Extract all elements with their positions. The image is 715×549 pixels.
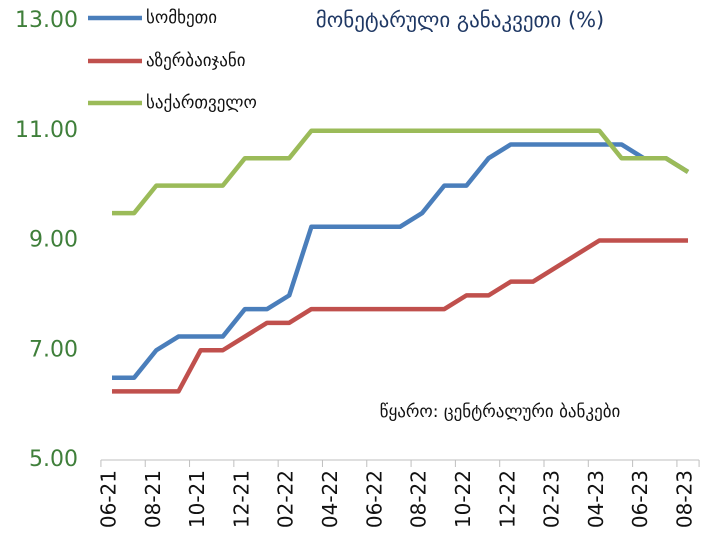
y-tick-label: 9.00 (29, 228, 78, 253)
x-tick-label: 08-22 (407, 470, 431, 528)
series-line (112, 142, 690, 380)
x-tick-label: 02-23 (540, 470, 564, 528)
x-tick-label: 10-21 (185, 470, 209, 528)
x-tick-label: 12-21 (229, 470, 253, 528)
x-tick-label: 10-22 (451, 470, 475, 528)
x-tick-label: 04-23 (584, 470, 608, 528)
x-tick-label: 02-22 (274, 470, 298, 528)
y-tick-label: 13.00 (15, 8, 78, 33)
chart-title: მონეტარული განაკვეთი (%) (316, 8, 604, 32)
x-tick-label: 04-22 (318, 470, 342, 528)
y-tick-label: 11.00 (15, 118, 78, 143)
annotation: წყარო: ცენტრალური ბანკები (380, 402, 621, 422)
x-tick-label: 06-23 (628, 470, 652, 528)
y-tick-label: 7.00 (29, 337, 78, 362)
x-tick-label: 12-22 (495, 470, 519, 528)
series-line (112, 128, 690, 216)
x-tick-label: 08-21 (141, 470, 165, 528)
y-tick-label: 5.00 (29, 447, 78, 472)
legend-label: აზერბაიჯანი (146, 51, 246, 71)
series-line (112, 238, 688, 394)
legend-label: საქართველო (146, 93, 257, 113)
legend-label: სომხეთი (146, 8, 217, 28)
x-tick-label: 06-22 (362, 470, 386, 528)
x-tick-label: 08-23 (673, 470, 697, 528)
x-tick-label: 06-21 (97, 470, 121, 528)
